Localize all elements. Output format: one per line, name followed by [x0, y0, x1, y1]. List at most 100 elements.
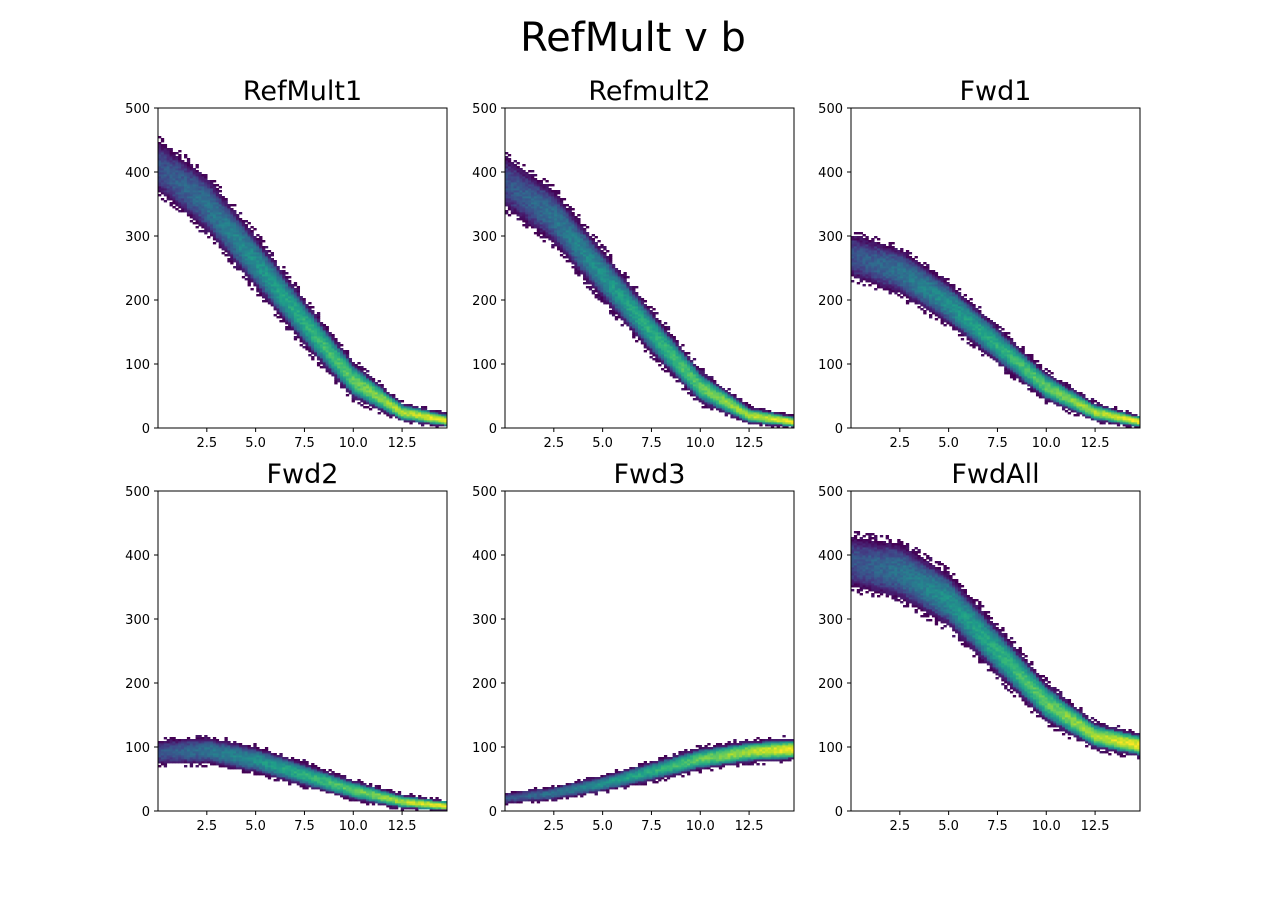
heatmap-cell [201, 182, 205, 185]
heatmap-cell [614, 294, 619, 297]
heatmap-cell [247, 242, 251, 245]
heatmap-cell [652, 334, 656, 337]
heatmap-cell [302, 312, 306, 315]
heatmap-cell [160, 180, 165, 183]
heatmap-cell [765, 418, 769, 421]
heatmap-cell [221, 224, 225, 227]
heatmap-cell [377, 388, 381, 391]
heatmap-cell [224, 228, 228, 231]
heatmap-cell [715, 390, 720, 393]
heatmap-cell [290, 320, 295, 323]
heatmap-cell [340, 354, 344, 357]
heatmap-cell [218, 230, 222, 233]
heatmap-cell [305, 344, 309, 347]
heatmap-cell [172, 200, 176, 203]
heatmap-cell [513, 212, 517, 215]
heatmap-cell [308, 326, 312, 329]
heatmap-cell [380, 400, 384, 403]
heatmap-cell [212, 220, 217, 223]
heatmap-cell [305, 328, 309, 331]
heatmap-cell [342, 380, 347, 383]
heatmap-cell [897, 252, 901, 255]
heatmap-cell [288, 296, 292, 299]
heatmap-cell [594, 274, 598, 277]
heatmap-cell [308, 314, 312, 317]
heatmap-cell [929, 280, 933, 283]
heatmap-cell [678, 372, 682, 375]
heatmap-cell [903, 274, 907, 277]
heatmap-cell [626, 306, 630, 309]
heatmap-cell [879, 248, 884, 251]
heatmap-cell [557, 224, 561, 227]
heatmap-cell [513, 172, 517, 175]
heatmap-cell [710, 408, 714, 411]
heatmap-cell [929, 302, 933, 305]
heatmap-cell [230, 244, 234, 247]
heatmap-cell [874, 280, 878, 283]
heatmap-cell [207, 222, 211, 225]
heatmap-cell [739, 416, 743, 419]
y-tick-label: 0 [142, 422, 150, 437]
heatmap-cell [934, 292, 939, 295]
heatmap-cell [368, 378, 373, 381]
heatmap-cell [264, 256, 269, 259]
heatmap-cell [929, 276, 933, 279]
heatmap-cell [710, 394, 714, 397]
heatmap-cell [166, 198, 170, 201]
heatmap-cell [163, 152, 168, 155]
heatmap-cell [905, 264, 910, 267]
heatmap-cell [505, 176, 509, 179]
heatmap-cell [851, 274, 855, 277]
heatmap-cell [163, 188, 168, 191]
heatmap-cell [270, 258, 274, 261]
heatmap-cell [617, 308, 621, 311]
heatmap-cell [345, 360, 350, 363]
heatmap-cell [510, 172, 515, 175]
heatmap-cell [233, 234, 237, 237]
heatmap-cell [554, 228, 558, 231]
heatmap-cell [632, 292, 636, 295]
heatmap-cell [438, 410, 442, 413]
heatmap-cell [415, 410, 419, 413]
heatmap-cell [917, 290, 921, 293]
heatmap-cell [704, 396, 708, 399]
heatmap-cell [236, 258, 240, 261]
heatmap-cell [270, 292, 274, 295]
heatmap-cell [629, 318, 633, 321]
heatmap-cell [727, 396, 731, 399]
heatmap-cell [230, 234, 234, 237]
heatmap-cell [322, 344, 327, 347]
heatmap-cell [316, 336, 321, 339]
heatmap-cell [513, 184, 517, 187]
heatmap-cell [580, 244, 584, 247]
heatmap-cell [704, 380, 708, 383]
heatmap-cell [539, 232, 543, 235]
heatmap-cell [661, 342, 665, 345]
heatmap-cell [308, 330, 312, 333]
heatmap-cell [565, 260, 569, 263]
heatmap-cell [250, 238, 254, 241]
heatmap-cell [882, 278, 887, 281]
heatmap-cell [340, 344, 344, 347]
heatmap-cell [585, 246, 590, 249]
heatmap-cell [914, 262, 918, 265]
heatmap-cell [218, 240, 222, 243]
heatmap-cell [545, 184, 549, 187]
heatmap-cell [279, 278, 283, 281]
heatmap-cell [545, 216, 549, 219]
heatmap-cell [562, 224, 567, 227]
heatmap-cell [865, 270, 869, 273]
heatmap-cell [348, 368, 353, 371]
heatmap-cell [403, 410, 407, 413]
heatmap-cell [160, 190, 165, 193]
heatmap-cell [224, 220, 228, 223]
heatmap-cell [765, 424, 769, 427]
heatmap-cell [345, 352, 350, 355]
heatmap-cell [914, 294, 918, 297]
heatmap-cell [542, 210, 546, 213]
heatmap-cell [204, 202, 208, 205]
heatmap-cell [934, 318, 939, 321]
heatmap-cell [516, 204, 520, 207]
heatmap-cell [175, 200, 179, 203]
heatmap-cell [233, 266, 237, 269]
